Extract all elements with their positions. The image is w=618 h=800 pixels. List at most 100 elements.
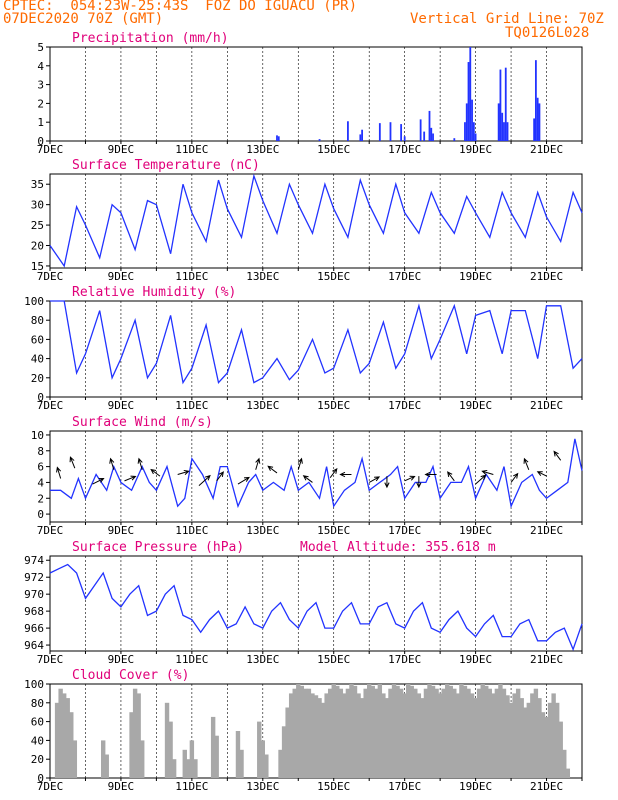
- cloud-bar: [558, 721, 563, 778]
- x-tick-label: 7DEC: [37, 270, 64, 283]
- cloud-bar: [58, 688, 63, 778]
- cloud-bar: [129, 712, 134, 778]
- cloud-bar: [512, 693, 517, 778]
- x-tick-label: 13DEC: [246, 143, 279, 156]
- cloud-bar: [505, 695, 510, 778]
- cloud-bar: [515, 688, 521, 778]
- cloud-bar: [363, 688, 368, 778]
- cloud-bar: [388, 688, 393, 778]
- wind-arrow: [198, 474, 211, 486]
- wind-arrow: [368, 476, 381, 483]
- x-tick-label: 7DEC: [37, 143, 64, 156]
- cloud-bar: [374, 688, 379, 778]
- x-tick-label: 21DEC: [530, 653, 563, 666]
- wind-arrow: [216, 471, 224, 482]
- cloud-bar: [420, 698, 425, 778]
- x-tick-label: 11DEC: [175, 780, 208, 793]
- cloud-bar: [406, 684, 411, 778]
- precip-bar: [501, 112, 504, 141]
- cloud-bar: [494, 688, 500, 778]
- x-tick-label: 15DEC: [317, 270, 350, 283]
- cloud-bar: [281, 726, 287, 778]
- cloud-bar: [540, 712, 546, 778]
- cloud-bar: [296, 684, 301, 778]
- panel-frame: [49, 430, 583, 523]
- precip-bar: [474, 133, 477, 141]
- wind-arrow: [329, 467, 338, 478]
- precip-bar: [347, 121, 349, 141]
- precip-bar: [419, 119, 422, 141]
- panel-title: Surface Pressure (hPa): [72, 540, 244, 555]
- y-tick-label: 20: [31, 753, 44, 766]
- y-tick-label: 80: [31, 314, 44, 327]
- cloud-bar: [554, 702, 560, 778]
- panel-title: Precipitation (mm/h): [72, 31, 229, 46]
- precip-bar: [361, 129, 364, 141]
- x-tick-label: 17DEC: [388, 653, 421, 666]
- x-tick-label: 19DEC: [459, 399, 492, 412]
- cloud-bar: [466, 688, 471, 778]
- precip-bar: [499, 69, 502, 141]
- x-tick-label: 7DEC: [37, 653, 64, 666]
- cloud-bar: [402, 693, 407, 778]
- cloud-bar: [398, 688, 404, 778]
- cloud-bar: [423, 688, 429, 778]
- y-tick-label: 2: [37, 97, 44, 110]
- wind-arrow: [447, 471, 455, 482]
- y-tick-label: 35: [31, 178, 44, 191]
- y-tick-label: 40: [31, 353, 44, 366]
- x-tick-label: 11DEC: [175, 524, 208, 537]
- x-tick-label: 13DEC: [246, 399, 279, 412]
- wind-arrow: [510, 472, 519, 483]
- cloud-bar: [416, 693, 422, 778]
- x-tick-label: 21DEC: [530, 143, 563, 156]
- cloud-bar: [562, 749, 567, 778]
- precip-bar: [472, 122, 475, 141]
- cloud-bar: [533, 688, 539, 778]
- x-tick-label: 9DEC: [108, 270, 135, 283]
- cloud-bar: [61, 693, 67, 778]
- cloud-bar: [264, 754, 269, 778]
- cloud-bar: [239, 749, 244, 778]
- wind-arrow: [267, 465, 278, 474]
- wind-arrow: [56, 466, 62, 479]
- cloud-bar: [491, 693, 496, 778]
- x-tick-label: 17DEC: [388, 524, 421, 537]
- x-tick-label: 19DEC: [459, 653, 492, 666]
- y-tick-label: 4: [37, 476, 44, 489]
- cloud-bar: [288, 693, 294, 778]
- y-tick-label: 80: [31, 697, 44, 710]
- x-tick-label: 9DEC: [108, 143, 135, 156]
- wind-arrow: [109, 457, 115, 470]
- cloud-bar: [164, 702, 170, 778]
- cloud-bar: [132, 688, 138, 778]
- cloud-bar: [367, 684, 372, 778]
- x-tick-label: 9DEC: [108, 524, 135, 537]
- precip-bar: [503, 122, 505, 141]
- cloud-bar: [313, 695, 319, 778]
- cloud-bar: [462, 685, 468, 778]
- wind-arrow: [297, 457, 303, 470]
- cloud-bar: [551, 693, 556, 778]
- station-header: CPTEC: 054:23W-25:43S FOZ DO IGUACU (PR): [3, 0, 358, 14]
- panel-title: Surface Wind (m/s): [72, 415, 213, 430]
- x-tick-label: 13DEC: [246, 524, 279, 537]
- precip-bar: [506, 122, 509, 141]
- precip-bar: [538, 103, 541, 141]
- cloud-bar: [544, 716, 549, 778]
- panel-annotation: Model Altitude: 355.618 m: [300, 540, 496, 555]
- grid-line-note: Vertical Grid Line: 70Z: [410, 11, 604, 27]
- cloud-bar: [101, 740, 106, 778]
- y-tick-label: 6: [37, 461, 44, 474]
- cloud-bar: [345, 688, 351, 778]
- cloud-bar: [285, 707, 290, 778]
- y-tick-label: 0: [37, 508, 44, 521]
- cloud-bar: [476, 688, 482, 778]
- y-tick-label: 30: [31, 199, 44, 212]
- cloud-bar: [140, 740, 145, 778]
- precip-bar: [453, 138, 456, 141]
- y-tick-label: 972: [24, 571, 44, 584]
- cloud-bar: [310, 693, 315, 778]
- x-tick-label: 13DEC: [246, 780, 279, 793]
